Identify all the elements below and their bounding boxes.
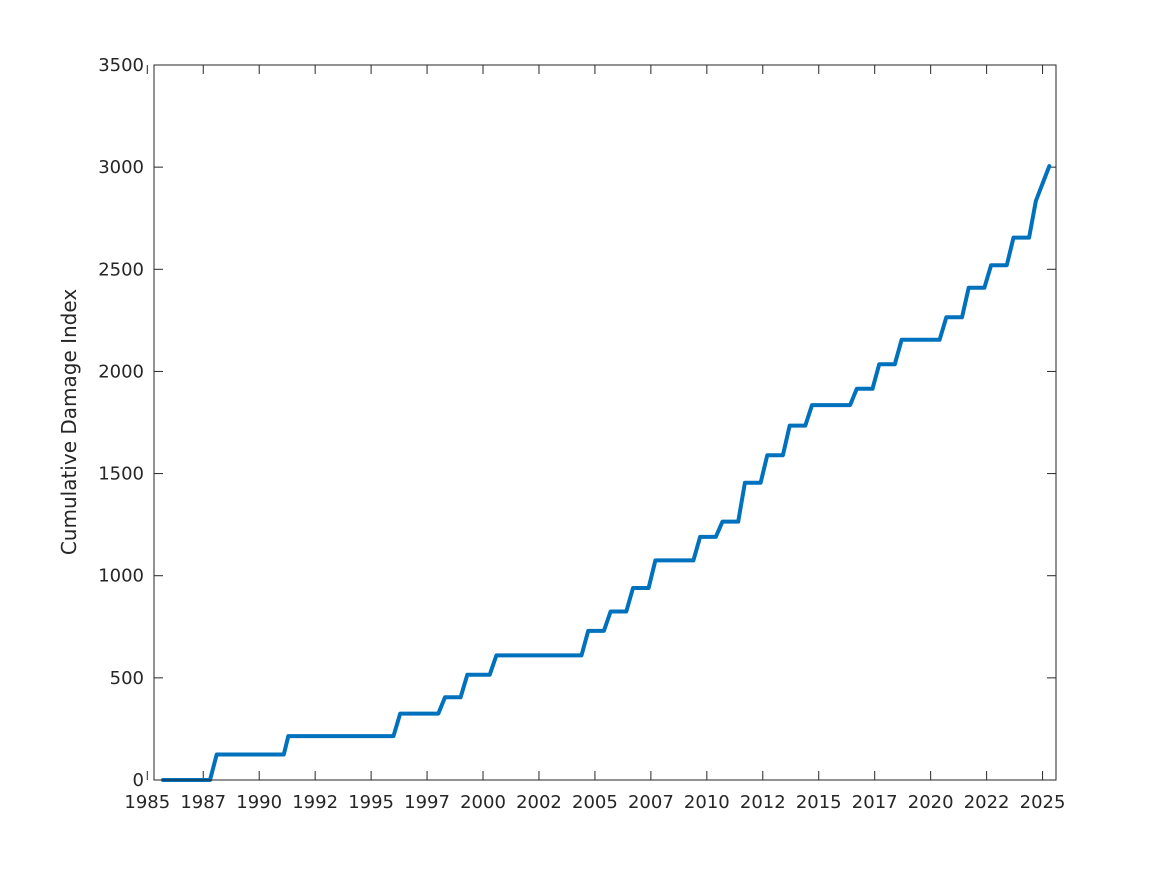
y-tick-label: 1500 [98, 464, 144, 485]
y-tick-label: 2500 [98, 259, 144, 280]
x-tick-label: 2025 [1020, 792, 1066, 813]
axis-ticks [146, 64, 1056, 781]
x-tick-label: 2000 [460, 792, 506, 813]
x-tick-label: 2020 [908, 792, 954, 813]
x-tick-label: 1990 [236, 792, 282, 813]
x-tick-label: 1995 [348, 792, 394, 813]
y-tick-label: 0 [133, 770, 144, 791]
x-tick-label: 2007 [628, 792, 674, 813]
y-tick-labels: 0 500 1000 1500 2000 2500 3000 3500 [98, 55, 144, 791]
y-axis-label: Cumulative Damage Index [57, 289, 81, 555]
y-tick-label: 3500 [98, 55, 144, 76]
x-tick-label: 2005 [572, 792, 618, 813]
x-tick-label: 1997 [404, 792, 450, 813]
plot-area [154, 65, 1056, 780]
x-tick-labels: 1985 1987 1990 1992 1995 1997 2000 2002 2005 2007… [124, 792, 1065, 813]
x-tick-label: 2002 [516, 792, 562, 813]
x-tick-label: 2015 [796, 792, 842, 813]
y-tick-label: 2000 [98, 361, 144, 382]
y-tick-label: 1000 [98, 566, 144, 587]
x-tick-label: 2012 [740, 792, 786, 813]
x-tick-label: 2010 [684, 792, 730, 813]
axes-box [153, 64, 1057, 781]
x-tick-label: 1992 [292, 792, 338, 813]
x-tick-label: 1987 [180, 792, 226, 813]
y-tick-label: 500 [110, 668, 144, 689]
x-tick-label: 1985 [124, 792, 170, 813]
x-tick-label: 2022 [964, 792, 1010, 813]
series-line [161, 164, 1052, 782]
x-tick-label: 2017 [852, 792, 898, 813]
y-tick-label: 3000 [98, 157, 144, 178]
